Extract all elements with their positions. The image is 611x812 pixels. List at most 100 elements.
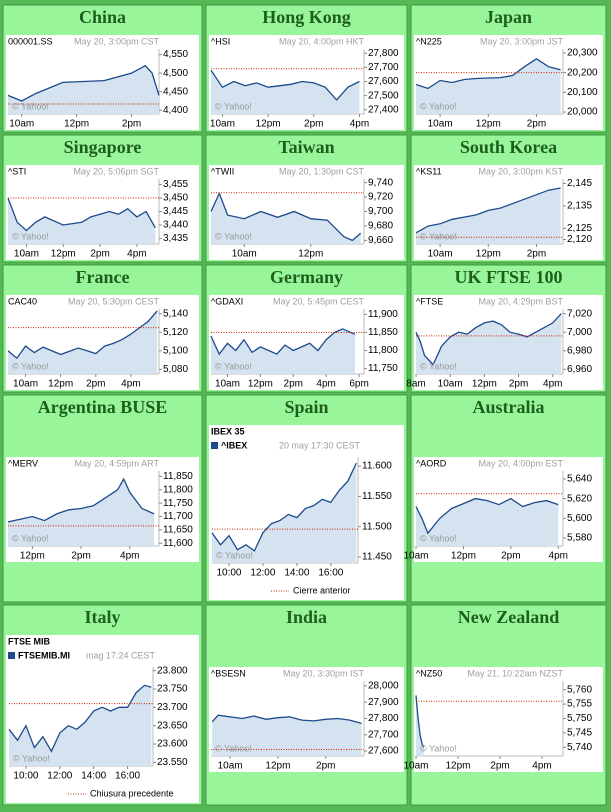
x-tick-label: 10am bbox=[438, 379, 463, 390]
timestamp: May 20, 5:45pm CEST bbox=[273, 296, 365, 306]
y-tick-label: 27,700 bbox=[368, 62, 399, 73]
timestamp: May 20, 1:30pm CST bbox=[279, 166, 365, 176]
y-tick-label: 23.750 bbox=[157, 684, 188, 695]
y-tick-label: 2,125 bbox=[567, 223, 592, 234]
y-tick-label: 6,960 bbox=[567, 364, 592, 375]
x-tick-label: 12pm bbox=[476, 249, 501, 260]
x-tick-label: 12pm bbox=[51, 249, 76, 260]
y-tick-label: 9,740 bbox=[368, 177, 393, 188]
x-tick-label: 10am bbox=[403, 761, 428, 772]
y-tick-label: 27,600 bbox=[368, 746, 399, 757]
market-title: Australia bbox=[473, 397, 545, 417]
market-title: Spain bbox=[284, 397, 328, 417]
ticker-swatch bbox=[211, 442, 218, 449]
market-title: Taiwan bbox=[278, 137, 334, 157]
x-tick-label: 6pm bbox=[349, 379, 368, 390]
y-tick-label: 11,900 bbox=[368, 309, 398, 320]
x-tick-label: 12:00 bbox=[47, 771, 72, 782]
market-title: Argentina BUSE bbox=[38, 397, 168, 417]
market-title: South Korea bbox=[460, 137, 557, 157]
timestamp: May 20, 4:59pm ART bbox=[75, 458, 160, 468]
x-tick-label: 12pm bbox=[20, 551, 45, 562]
credit: © Yahoo! bbox=[13, 753, 50, 763]
y-tick-label: 27,800 bbox=[368, 48, 399, 59]
y-tick-label: 11,650 bbox=[163, 525, 193, 536]
ticker: ^HSI bbox=[211, 36, 230, 46]
y-tick-label: 11.600 bbox=[362, 461, 392, 472]
y-tick-label: 23.700 bbox=[157, 702, 188, 713]
y-tick-label: 5,600 bbox=[567, 513, 592, 524]
x-tick-label: 8am bbox=[406, 379, 425, 390]
credit: © Yahoo! bbox=[420, 743, 457, 753]
y-tick-label: 7,000 bbox=[567, 327, 592, 338]
credit: © Yahoo! bbox=[215, 231, 252, 241]
x-tick-label: 10:00 bbox=[216, 568, 241, 579]
timestamp: May 20, 3:00pm KST bbox=[478, 166, 563, 176]
timestamp: May 21, 10:22am NZST bbox=[467, 668, 563, 678]
x-tick-label: 12pm bbox=[451, 551, 476, 562]
market-title: Italy bbox=[85, 607, 121, 627]
credit: © Yahoo! bbox=[215, 743, 252, 753]
ticker: CAC40 bbox=[8, 296, 37, 306]
price-line bbox=[415, 497, 559, 535]
x-tick-label: 12pm bbox=[445, 761, 470, 772]
market-title: Germany bbox=[270, 267, 343, 287]
y-tick-label: 5,745 bbox=[567, 728, 592, 739]
credit: © Yahoo! bbox=[215, 101, 252, 111]
y-tick-label: 27,600 bbox=[368, 76, 399, 87]
y-tick-label: 20,100 bbox=[567, 87, 598, 98]
y-tick-label: 4,450 bbox=[163, 86, 188, 97]
timestamp: May 20, 3:30pm IST bbox=[283, 668, 365, 678]
credit: © Yahoo! bbox=[420, 101, 457, 111]
x-tick-label: 2pm bbox=[86, 379, 105, 390]
y-tick-label: 11,700 bbox=[163, 511, 193, 522]
legend-label: Chiusura precedente bbox=[90, 788, 174, 798]
ticker: ^AORD bbox=[416, 458, 447, 468]
y-tick-label: 2,145 bbox=[567, 178, 592, 189]
x-tick-label: 12pm bbox=[48, 379, 73, 390]
ticker: ^N225 bbox=[416, 36, 442, 46]
legend-label: Cierre anterior bbox=[293, 585, 351, 595]
y-tick-label: 23.550 bbox=[157, 757, 188, 768]
y-tick-label: 5,740 bbox=[567, 742, 592, 753]
x-tick-label: 12pm bbox=[472, 379, 497, 390]
x-tick-label: 10am bbox=[215, 379, 240, 390]
y-tick-label: 5,620 bbox=[567, 493, 592, 504]
y-tick-label: 4,400 bbox=[163, 105, 188, 116]
ticker: 000001.SS bbox=[8, 36, 53, 46]
market-title: Hong Kong bbox=[262, 7, 351, 27]
y-tick-label: 5,760 bbox=[567, 684, 592, 695]
y-tick-label: 5,100 bbox=[163, 345, 188, 356]
y-tick-label: 4,550 bbox=[163, 49, 188, 60]
y-tick-label: 6,980 bbox=[567, 345, 592, 356]
area-fill bbox=[211, 193, 361, 244]
x-tick-label: 12pm bbox=[298, 249, 323, 260]
y-tick-label: 3,445 bbox=[163, 206, 188, 217]
y-tick-label: 23.650 bbox=[157, 720, 188, 731]
price-line bbox=[211, 462, 357, 552]
y-tick-label: 11,850 bbox=[163, 471, 193, 482]
x-tick-label: 2pm bbox=[490, 761, 509, 772]
y-tick-label: 2,120 bbox=[567, 234, 592, 245]
ticker: FTSEMIB.MI bbox=[18, 650, 70, 660]
y-tick-label: 20,000 bbox=[567, 107, 598, 118]
y-tick-label: 11.550 bbox=[362, 491, 392, 502]
price-line bbox=[210, 328, 356, 356]
y-tick-label: 7,020 bbox=[567, 308, 592, 319]
y-tick-label: 5,580 bbox=[567, 533, 592, 544]
y-tick-label: 9,720 bbox=[368, 192, 393, 203]
y-tick-label: 11.500 bbox=[362, 521, 392, 532]
market-title: France bbox=[76, 267, 130, 287]
y-tick-label: 27,400 bbox=[368, 104, 399, 115]
ticker: ^GDAXI bbox=[211, 296, 243, 306]
y-tick-label: 4,500 bbox=[163, 68, 188, 79]
market-title: UK FTSE 100 bbox=[454, 267, 562, 287]
area-fill bbox=[8, 65, 159, 114]
x-tick-label: 4pm bbox=[350, 119, 369, 130]
timestamp: 20 may 17:30 CEST bbox=[279, 440, 361, 450]
x-tick-label: 10am bbox=[218, 761, 243, 772]
x-tick-label: 16:00 bbox=[318, 568, 343, 579]
y-tick-label: 27,500 bbox=[368, 90, 399, 101]
area-fill bbox=[416, 313, 562, 374]
